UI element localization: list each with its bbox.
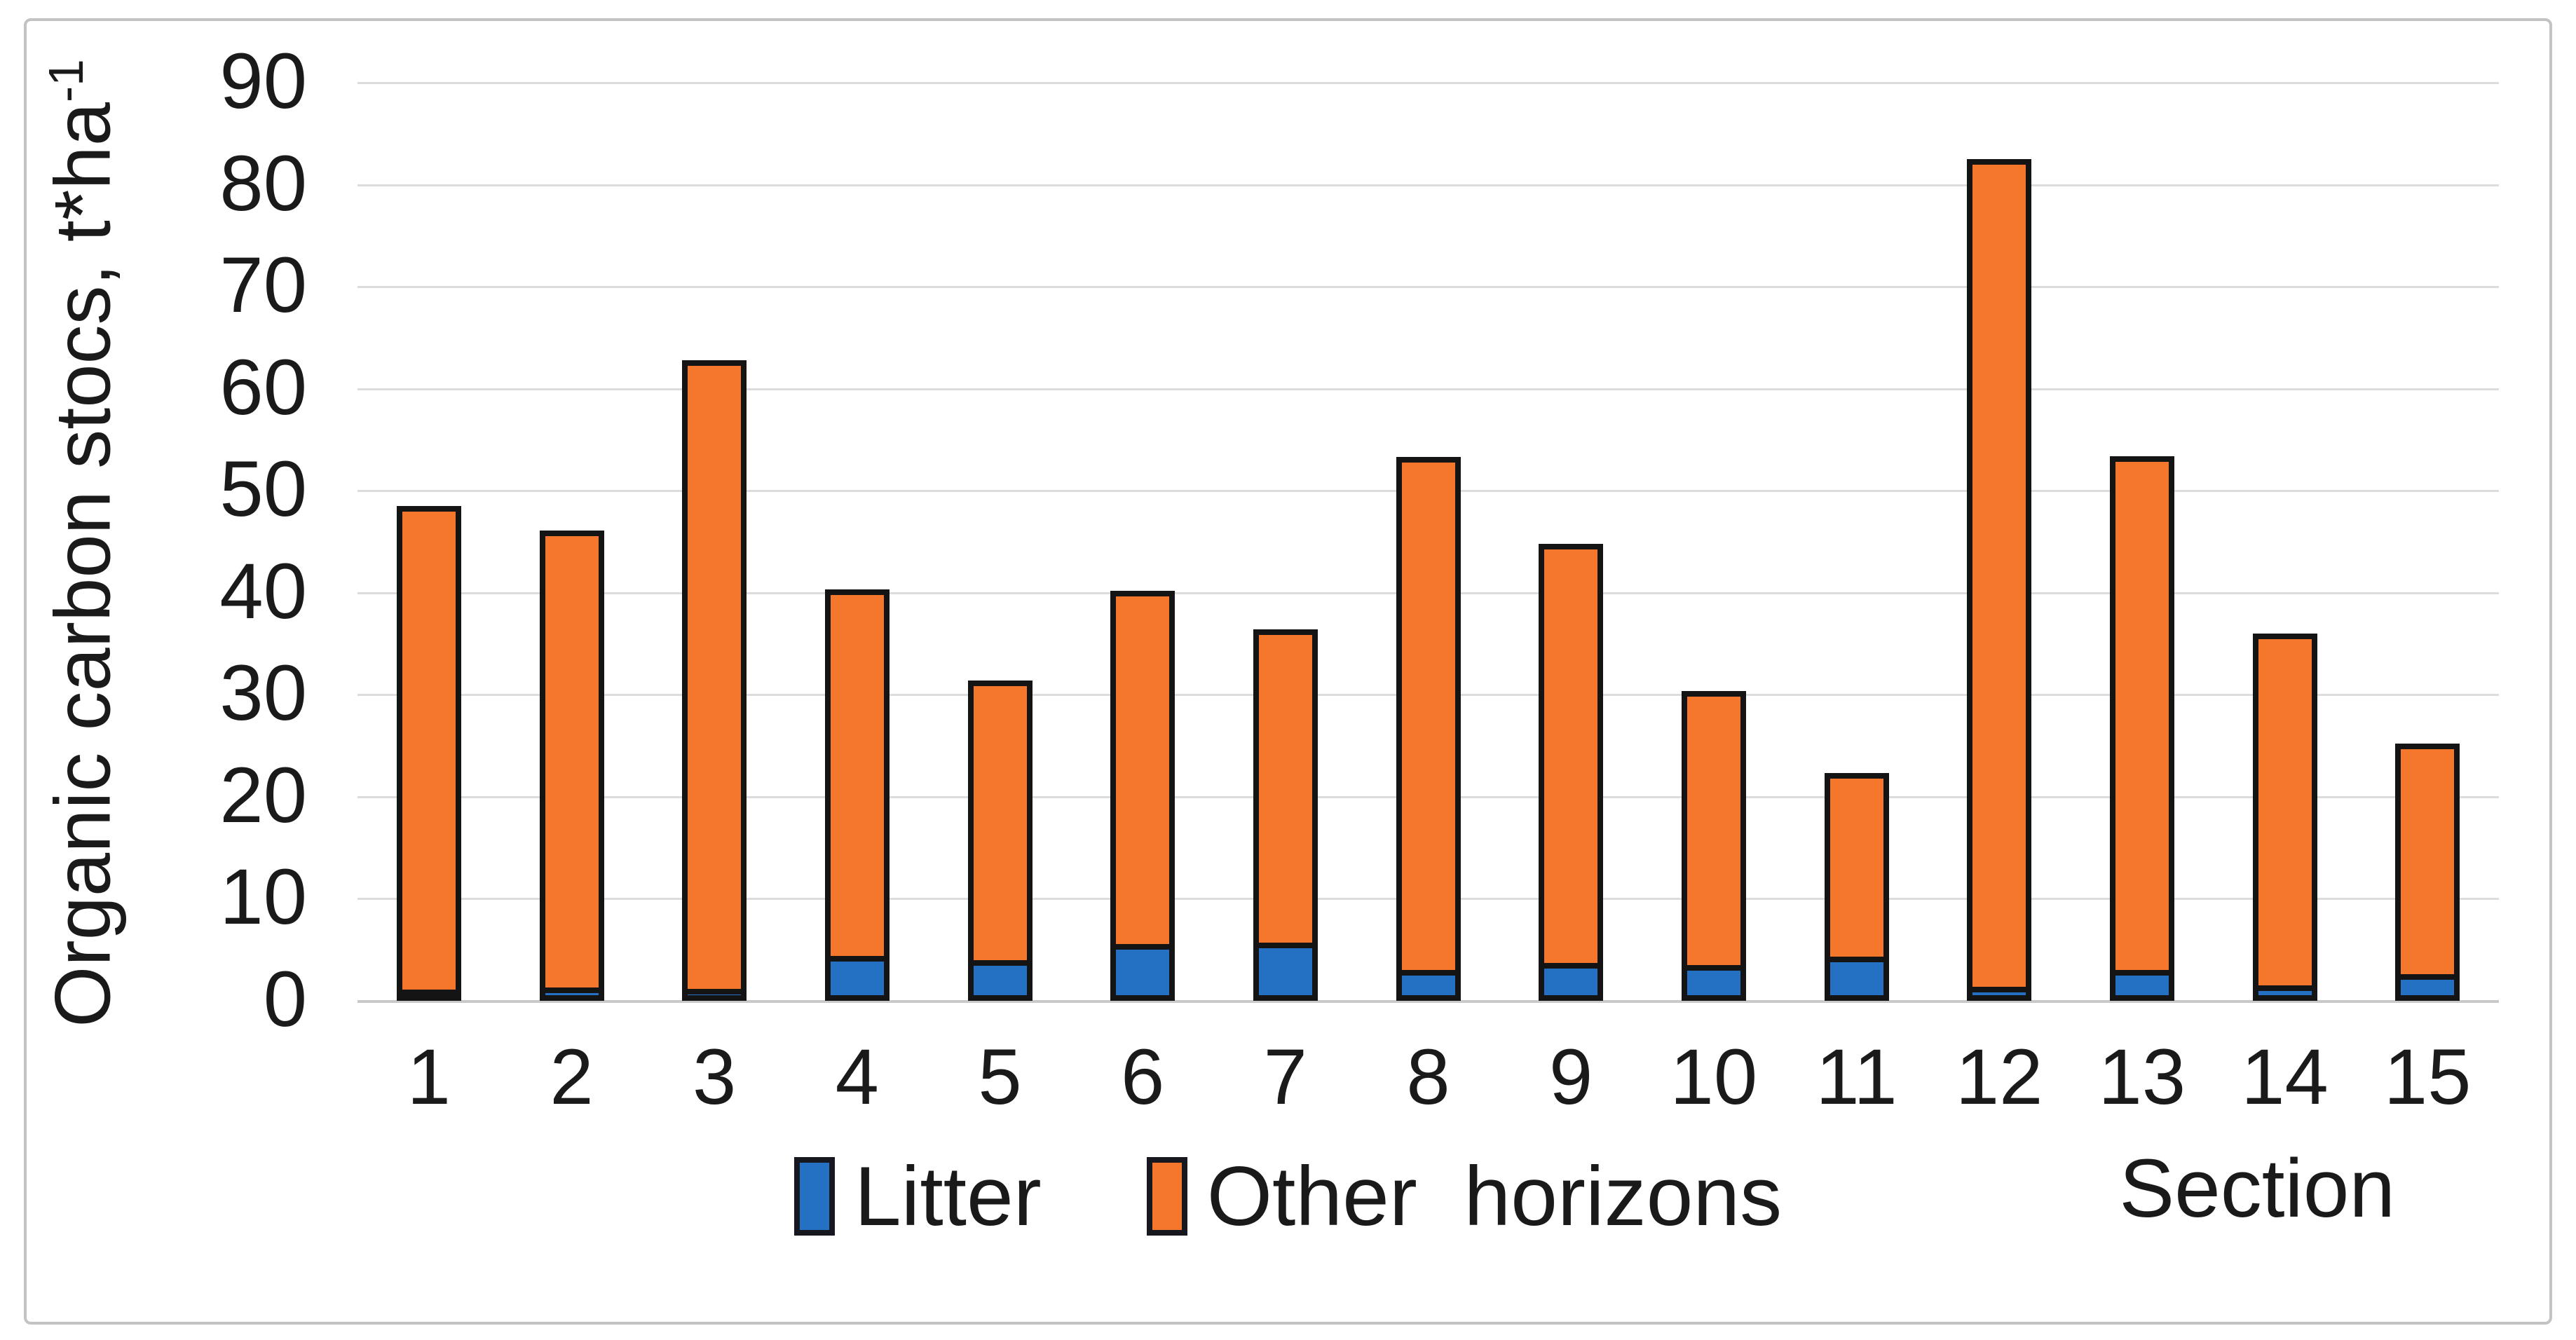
legend-label-litter: Litter [854,1149,1042,1243]
bar-segment-litter-6 [1110,943,1175,1001]
x-tick-label-7: 7 [1263,1033,1307,1121]
legend-swatch-litter [793,1157,835,1236]
bar-segment-other-horizons-10 [1681,690,1746,966]
bar-segment-litter-13 [2109,970,2174,1001]
bar-section-2 [539,83,604,1001]
bar-segment-other-horizons-5 [967,680,1033,960]
y-tick-label-40: 40 [219,547,307,635]
y-tick-label-20: 20 [219,751,307,839]
x-tick-label-15: 15 [2383,1033,2472,1121]
legend-swatch-other-horizons [1146,1157,1187,1236]
x-tick-label-10: 10 [1670,1033,1758,1121]
bar-segment-litter-1 [396,990,461,1001]
plot-area [357,82,2499,1003]
bar-segment-other-horizons-1 [396,506,461,991]
x-tick-label-14: 14 [2241,1033,2329,1121]
legend-item-litter: Litter [793,1148,1042,1245]
bar-segment-other-horizons-13 [2109,456,2174,971]
bar-segment-other-horizons-6 [1110,590,1175,944]
bar-segment-other-horizons-15 [2395,744,2460,975]
x-tick-label-1: 1 [407,1033,451,1121]
bar-segment-other-horizons-4 [824,589,890,956]
bar-segment-other-horizons-14 [2252,634,2317,986]
bar-segment-litter-10 [1681,965,1746,1001]
x-tick-label-3: 3 [693,1033,737,1121]
bar-section-10 [1681,83,1746,1001]
legend: Litter Other horizons [0,1148,2576,1245]
bar-segment-other-horizons-11 [1824,773,1889,957]
y-tick-label-80: 80 [219,139,307,227]
gridline-0 [357,1000,2499,1003]
bar-section-15 [2395,83,2460,1001]
y-tick-label-60: 60 [219,343,307,431]
bar-segment-litter-5 [967,959,1033,1001]
bar-segment-other-horizons-8 [1396,457,1461,971]
bar-segment-litter-2 [539,987,604,1001]
gridline-60 [357,388,2499,390]
gridline-90 [357,82,2499,84]
bar-segment-litter-14 [2252,985,2317,1001]
bar-section-7 [1253,83,1318,1001]
y-tick-label-50: 50 [219,445,307,533]
bar-section-4 [824,83,890,1001]
bar-segment-other-horizons-12 [1967,159,2032,987]
bar-segment-litter-15 [2395,974,2460,1001]
x-tick-label-12: 12 [1955,1033,2043,1121]
bar-segment-litter-11 [1824,957,1889,1001]
gridline-80 [357,184,2499,186]
bar-segment-litter-3 [682,988,747,1001]
gridline-70 [357,286,2499,289]
bar-section-6 [1110,83,1175,1001]
x-axis-title: Section [2119,1142,2395,1235]
bar-segment-other-horizons-9 [1539,543,1604,964]
bar-section-5 [967,83,1033,1001]
bar-segment-litter-12 [1967,986,2032,1001]
x-tick-label-2: 2 [550,1033,594,1121]
x-axis-tick-labels: 1 2 3 4 5 6 7 8 9 10 11 12 13 14 15 [357,1032,2499,1123]
x-tick-label-5: 5 [978,1033,1022,1121]
bar-section-8 [1396,83,1461,1001]
bar-segment-litter-8 [1396,970,1461,1001]
bar-segment-other-horizons-3 [682,360,747,989]
y-axis-tick-labels: 0 10 20 30 40 50 60 70 80 90 [0,37,328,1043]
legend-item-other-horizons: Other horizons [1146,1148,1783,1245]
x-tick-label-11: 11 [1815,1033,1897,1121]
x-tick-label-6: 6 [1121,1033,1165,1121]
bar-section-1 [396,83,461,1001]
y-tick-label-90: 90 [219,36,307,125]
x-tick-label-8: 8 [1406,1033,1450,1121]
bar-segment-other-horizons-2 [539,531,604,988]
bar-section-13 [2109,83,2174,1001]
y-tick-label-0: 0 [263,955,307,1043]
legend-label-other-horizons: Other horizons [1206,1149,1783,1243]
bar-section-14 [2252,83,2317,1001]
bar-section-11 [1824,83,1889,1001]
y-tick-label-30: 30 [219,649,307,737]
y-tick-label-10: 10 [219,853,307,941]
y-tick-label-70: 70 [219,241,307,329]
x-tick-label-13: 13 [2098,1033,2186,1121]
x-tick-label-9: 9 [1549,1033,1593,1121]
bar-section-12 [1967,83,2032,1001]
bar-segment-other-horizons-7 [1253,629,1318,943]
bar-segment-litter-9 [1539,963,1604,1001]
x-tick-label-4: 4 [835,1033,879,1121]
bar-section-9 [1539,83,1604,1001]
bar-section-3 [682,83,747,1001]
bar-segment-litter-4 [824,955,890,1001]
bar-segment-litter-7 [1253,943,1318,1001]
